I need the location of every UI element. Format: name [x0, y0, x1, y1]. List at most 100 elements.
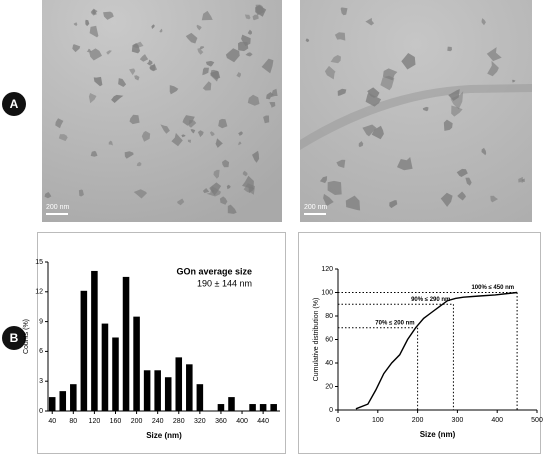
flake [124, 151, 134, 159]
flake [248, 186, 255, 194]
y-tick-label: 0 [39, 408, 43, 415]
flake [141, 131, 151, 142]
flake [209, 131, 215, 137]
flake [106, 50, 112, 55]
bar [259, 404, 267, 411]
y-tick-label: 60 [325, 336, 333, 343]
flake [330, 55, 341, 64]
bar [70, 384, 77, 411]
fiber [300, 84, 532, 150]
flake [136, 161, 142, 167]
reference-label: 90% ≤ 290 nm [411, 297, 450, 303]
flake [58, 134, 68, 142]
bar [133, 316, 140, 411]
flake [465, 177, 472, 186]
flake [129, 68, 136, 76]
x-tick-label: 400 [236, 418, 248, 425]
bar [91, 270, 98, 411]
flake [188, 119, 197, 128]
panel-label: A [10, 97, 19, 111]
flake [88, 93, 97, 104]
flake [202, 67, 209, 76]
flake [490, 195, 498, 203]
flake [206, 186, 221, 197]
flake [447, 46, 452, 52]
flake [149, 63, 157, 72]
y-tick-label: 3 [39, 378, 43, 385]
flake [215, 138, 223, 148]
flake [245, 52, 253, 57]
flake [78, 189, 84, 197]
flake [481, 147, 487, 156]
flake [450, 91, 464, 110]
flake [319, 176, 328, 184]
x-tick-label: 80 [69, 418, 77, 425]
flake [196, 24, 202, 31]
flake [255, 5, 267, 17]
flake [241, 34, 251, 47]
annotation: GOn average size [176, 266, 252, 276]
flake [44, 192, 52, 199]
bar [249, 404, 256, 411]
flake [202, 188, 210, 194]
flake [365, 17, 375, 26]
bar [217, 404, 225, 411]
flake [89, 25, 99, 38]
flake [266, 92, 274, 100]
bar [101, 323, 109, 411]
x-tick-label: 160 [110, 418, 122, 425]
x-tick-label: 40 [48, 418, 56, 425]
flake [337, 88, 347, 96]
flake [521, 178, 525, 182]
flake [139, 54, 149, 62]
scale-bar [304, 213, 326, 215]
flake [236, 72, 241, 78]
flake [327, 180, 342, 195]
flake [55, 118, 64, 129]
flake [518, 176, 523, 183]
flake [422, 106, 429, 112]
y-tick-label: 40 [325, 360, 333, 367]
x-tick-label: 300 [452, 417, 464, 424]
x-tick-label: 240 [152, 418, 164, 425]
bar [80, 290, 88, 411]
flake [481, 18, 486, 26]
flake [238, 141, 242, 146]
flake [197, 47, 204, 55]
scale-bar-label: 200 nm [46, 204, 70, 211]
flake [93, 76, 103, 87]
flake [487, 60, 499, 77]
flake [190, 129, 196, 134]
bar [154, 370, 161, 411]
bar [122, 276, 130, 411]
flake [131, 43, 140, 54]
flake [202, 81, 212, 91]
bar [196, 384, 204, 411]
flake [218, 118, 228, 129]
flake [72, 44, 81, 53]
flake [486, 47, 502, 62]
x-tick-label: 0 [336, 417, 340, 424]
flake [171, 132, 183, 147]
flake [252, 150, 260, 163]
flake [324, 65, 336, 80]
flake [225, 48, 240, 63]
bar [228, 397, 235, 411]
flake [226, 184, 231, 190]
x-tick-label: 200 [412, 417, 424, 424]
flake [456, 168, 468, 177]
x-tick-label: 400 [491, 417, 503, 424]
flake [213, 169, 220, 179]
y-tick-label: 20 [325, 383, 333, 390]
y-axis-label: Cumulative distribution (%) [313, 298, 320, 382]
flake [86, 48, 92, 53]
bar [59, 391, 67, 411]
flake [185, 32, 198, 44]
flake [345, 195, 361, 211]
flake [380, 75, 395, 91]
flake [457, 191, 466, 201]
flake [238, 131, 243, 136]
flake [134, 75, 140, 81]
flake [118, 78, 127, 87]
flake [210, 70, 221, 80]
